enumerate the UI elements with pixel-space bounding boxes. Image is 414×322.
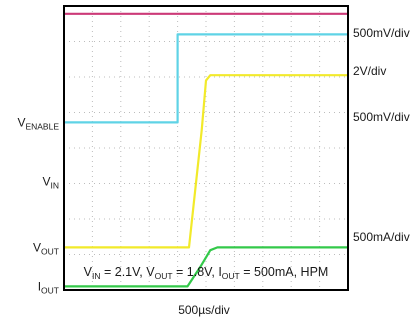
- conditions-text: = 500mA, HPM: [240, 265, 329, 279]
- conditions-text: V: [84, 265, 93, 279]
- channel-label-main: I: [38, 279, 41, 293]
- scale-label-1: 500mV/div: [353, 26, 410, 40]
- channel-label-subscript: OUT: [41, 246, 59, 256]
- scope-frame: [63, 5, 349, 291]
- channel-label-4: IOUT: [38, 279, 59, 295]
- conditions-subscript: OUT: [155, 271, 173, 281]
- channel-label-subscript: IN: [51, 181, 60, 191]
- scope-screen-bg: [64, 6, 348, 290]
- trace-4: [64, 246, 348, 288]
- conditions-text: = 1.8V, I: [173, 265, 222, 279]
- channel-label-3: VOUT: [33, 240, 59, 256]
- channel-label-subscript: ENABLE: [25, 121, 59, 131]
- x-axis-label: 500µs/div: [178, 303, 230, 317]
- waveform-traces: [64, 12, 348, 288]
- scale-labels: 500mV/div 2V/div 500mV/div 500mA/div: [353, 26, 410, 244]
- scope-screen: [64, 6, 348, 290]
- scale-label-4: 500mA/div: [353, 230, 410, 244]
- conditions-subscript: OUT: [222, 271, 240, 281]
- channel-label-main: V: [33, 240, 41, 254]
- conditions-text: = 2.1V, V: [101, 265, 156, 279]
- channel-label-main: V: [42, 175, 50, 189]
- channel-label-subscript: OUT: [41, 285, 59, 295]
- channel-label-main: V: [17, 115, 25, 129]
- scale-label-2: 2V/div: [353, 64, 386, 78]
- test-conditions-annotation: VIN = 2.1V, VOUT = 1.8V, IOUT = 500mA, H…: [84, 265, 329, 281]
- trace-3: [64, 74, 348, 249]
- channel-label-1: VENABLE: [17, 115, 59, 131]
- scale-label-3: 500mV/div: [353, 110, 410, 124]
- trace-2: [64, 33, 348, 124]
- channel-label-2: VIN: [42, 175, 59, 191]
- conditions-subscript: IN: [92, 271, 101, 281]
